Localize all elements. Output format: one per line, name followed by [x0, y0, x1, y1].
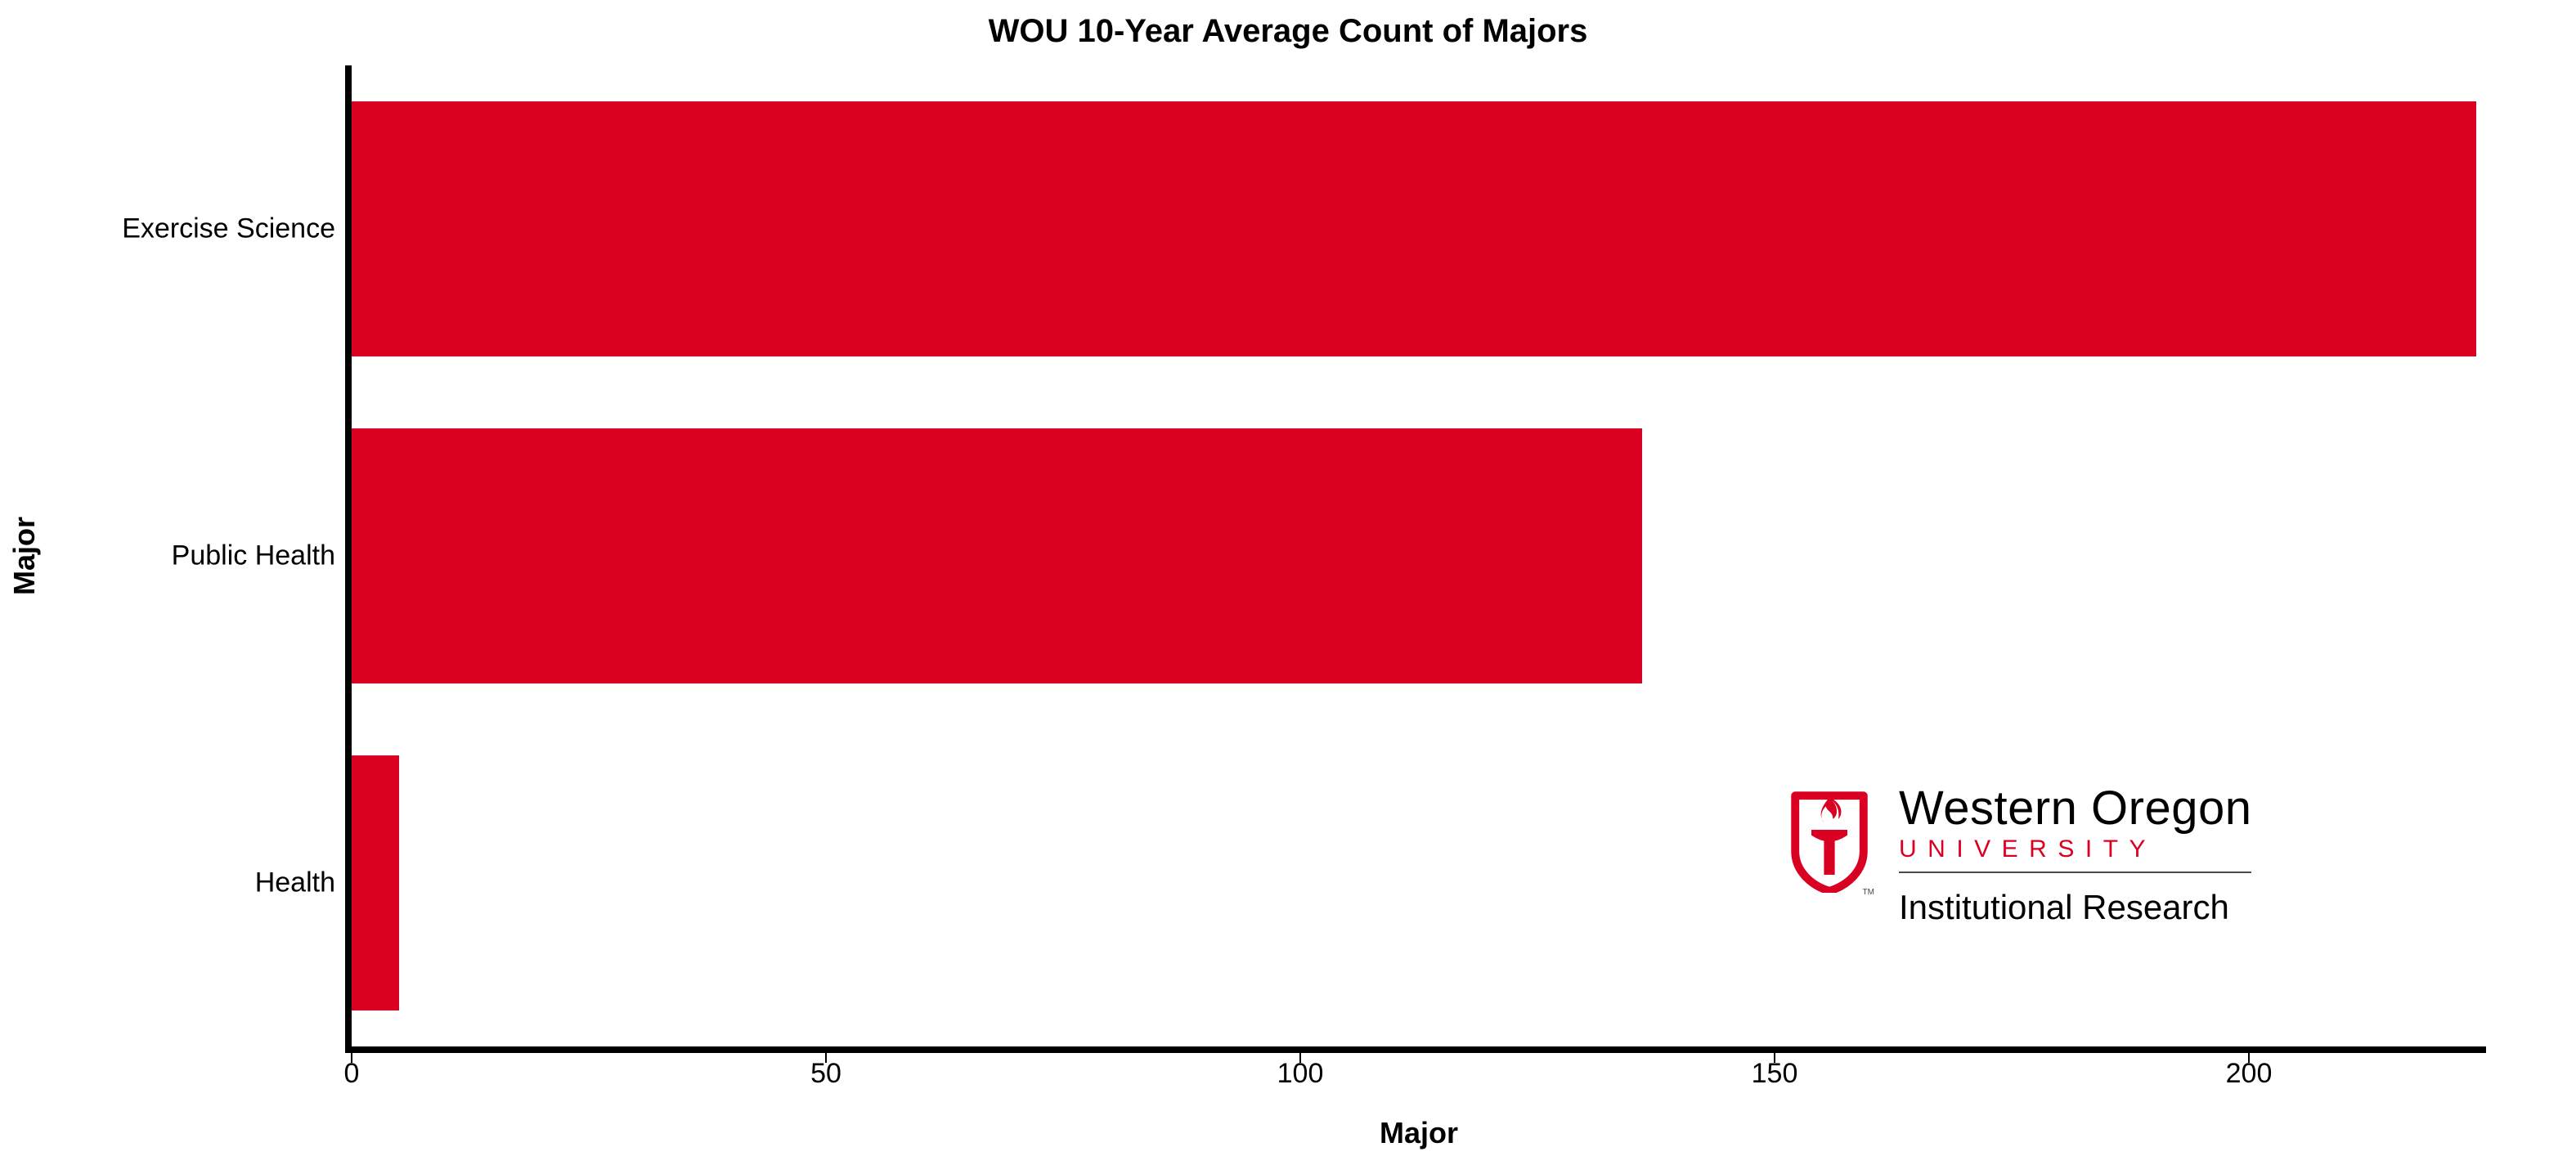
bar	[352, 101, 2476, 356]
chart-title: WOU 10-Year Average Count of Majors	[0, 13, 2576, 50]
y-axis-label: Major	[7, 517, 42, 595]
logo-university-text: UNIVERSITY	[1899, 837, 2251, 862]
y-tick-label: Exercise Science	[122, 213, 352, 245]
logo-text: Western Oregon UNIVERSITY Institutional …	[1899, 785, 2251, 927]
bar	[352, 755, 399, 1010]
x-tick-label: 100	[1277, 1046, 1324, 1090]
shield-icon: TM	[1784, 785, 1874, 897]
chart-canvas: WOU 10-Year Average Count of Majors Majo…	[0, 0, 2576, 1165]
x-axis-line	[345, 1046, 2486, 1053]
logo-subtitle: Institutional Research	[1899, 888, 2251, 927]
x-axis-label: Major	[352, 1116, 2486, 1150]
y-tick-label: Health	[255, 867, 352, 899]
x-tick-label: 0	[344, 1046, 360, 1090]
x-tick-label: 50	[810, 1046, 841, 1090]
y-tick-label: Public Health	[172, 540, 352, 572]
wou-logo: TM Western Oregon UNIVERSITY Institution…	[1784, 785, 2251, 927]
logo-divider	[1899, 872, 2251, 873]
x-tick-label: 200	[2226, 1046, 2273, 1090]
bar	[352, 428, 1642, 683]
x-tick-label: 150	[1752, 1046, 1798, 1090]
logo-main-text: Western Oregon	[1899, 785, 2251, 832]
